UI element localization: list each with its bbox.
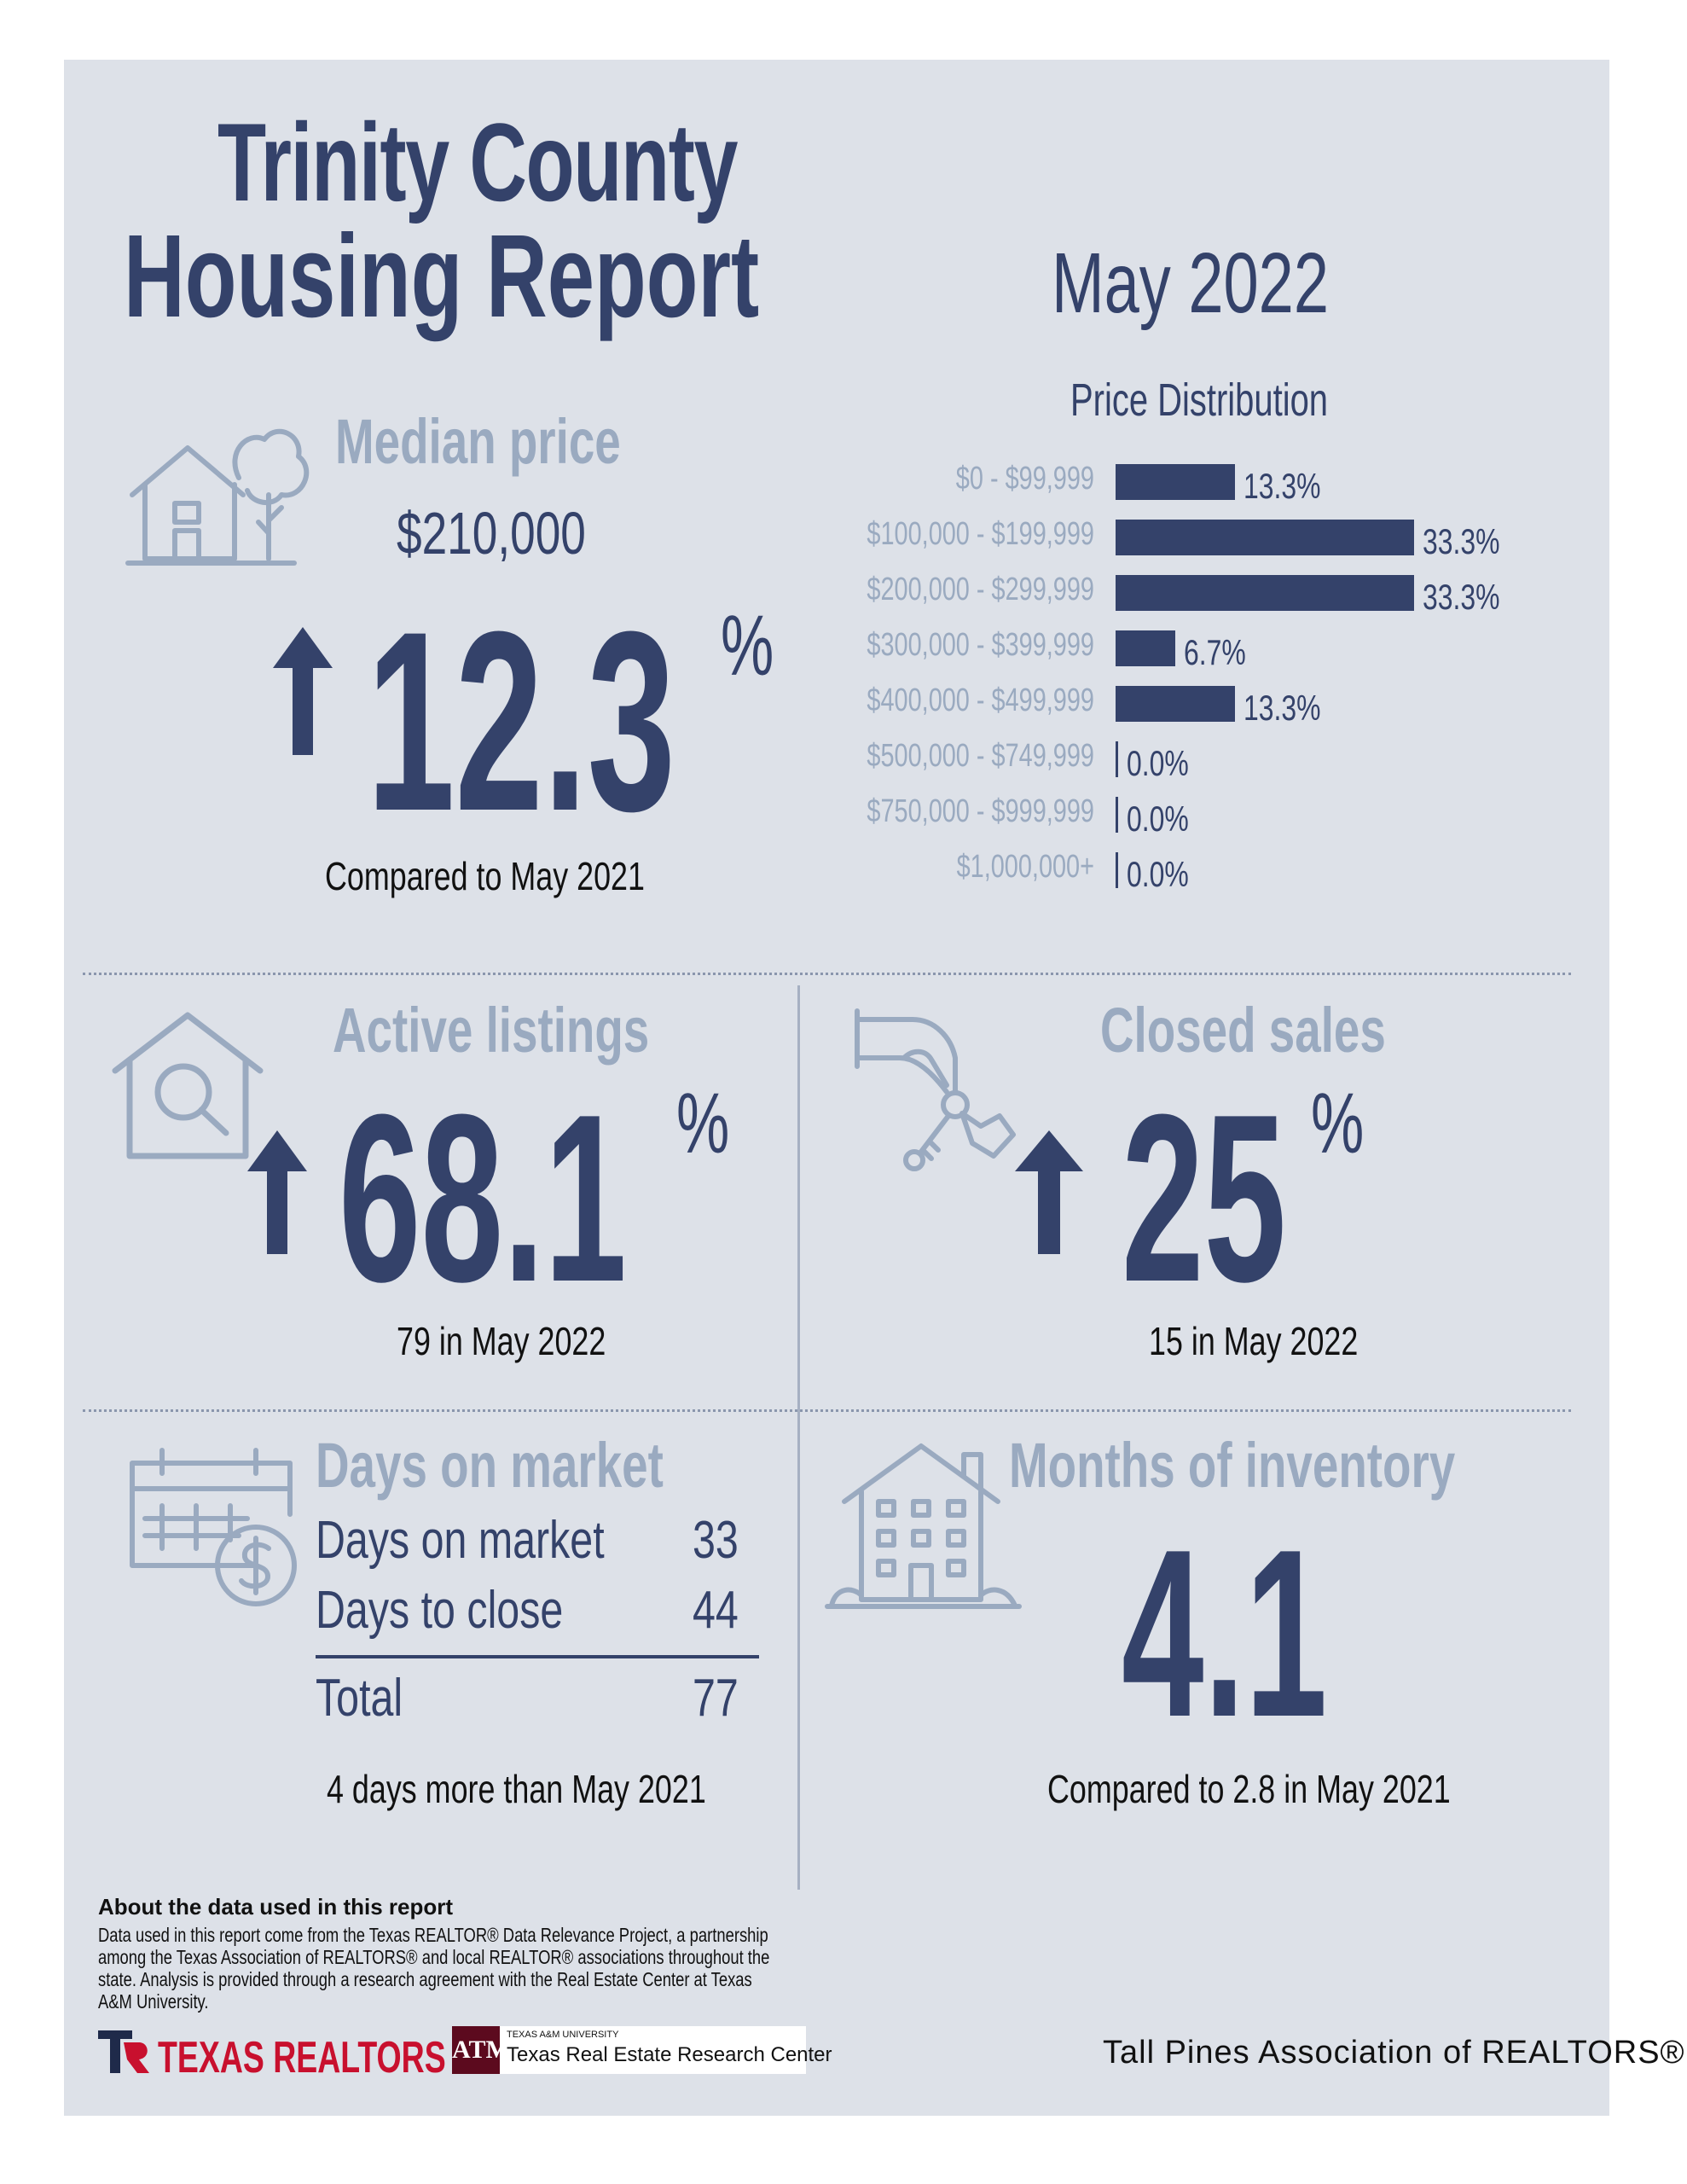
active-listings-change: 68.1 <box>339 1066 627 1332</box>
price-bar <box>1116 520 1414 555</box>
total-value: 77 <box>693 1669 739 1728</box>
closed-sales-label: Closed sales <box>1100 995 1386 1066</box>
dtc-row-label: Days to close <box>316 1581 564 1640</box>
about-body: Data used in this report come from the T… <box>98 1924 770 2013</box>
price-bar-label: $400,000 - $499,999 <box>867 682 1094 718</box>
texas-realtors-logo-text: TEXAS REALTORS <box>158 2033 446 2082</box>
price-bar-label: $0 - $99,999 <box>955 461 1094 497</box>
price-bar-row: $750,000 - $999,999 0.0% <box>64 793 1599 839</box>
tamu-logo-box: ATM TEXAS A&M UNIVERSITY Texas Real Esta… <box>452 2026 832 2074</box>
total-rule <box>316 1655 759 1658</box>
median-price-change: 12.3 <box>367 578 676 864</box>
price-bar-label: $500,000 - $749,999 <box>867 738 1094 774</box>
divider-top <box>83 973 1571 975</box>
tamu-small-text: TEXAS A&M UNIVERSITY <box>507 2030 619 2040</box>
price-bar-value: 0.0% <box>1127 743 1189 783</box>
price-bar-value: 13.3% <box>1243 466 1321 506</box>
title-county: Trinity County <box>217 100 738 224</box>
months-inventory-label: Months of inventory <box>1009 1430 1456 1501</box>
price-bar <box>1116 797 1118 833</box>
price-bar-value: 0.0% <box>1127 799 1189 839</box>
price-bar-row: $200,000 - $299,999 33.3% <box>64 572 1599 617</box>
arrow-up-icon <box>1015 1130 1083 1254</box>
tamu-logo-mark: ATM <box>452 2026 510 2074</box>
months-inventory-value: 4.1 <box>1122 1501 1328 1767</box>
active-listings-caption: 79 in May 2022 <box>397 1319 606 1363</box>
arrow-up-icon <box>247 1130 307 1254</box>
active-listings-label: Active listings <box>333 995 650 1066</box>
house-search-icon <box>112 1012 264 1159</box>
price-bar-value: 13.3% <box>1243 688 1321 728</box>
price-bar-row: $500,000 - $749,999 0.0% <box>64 738 1599 783</box>
about-title: About the data used in this report <box>98 1894 454 1920</box>
price-bar <box>1116 686 1235 722</box>
price-bar-label: $200,000 - $299,999 <box>867 572 1094 607</box>
total-label: Total <box>316 1669 403 1728</box>
calendar-dollar-icon <box>130 1448 297 1606</box>
median-price-pct-sign: % <box>721 598 774 694</box>
active-listings-pct-sign: % <box>676 1076 730 1171</box>
title-report: Housing Report <box>124 211 760 342</box>
median-price-label: Median price <box>335 406 621 477</box>
hand-key-icon <box>855 1008 1016 1171</box>
months-inventory-caption: Compared to 2.8 in May 2021 <box>1047 1767 1451 1811</box>
price-bar-value: 0.0% <box>1127 854 1189 894</box>
price-bar-row: $0 - $99,999 13.3% <box>64 461 1599 506</box>
texas-realtors-logo-mark <box>98 2030 149 2073</box>
price-bar-label: $750,000 - $999,999 <box>867 793 1094 829</box>
price-bar-label: $100,000 - $199,999 <box>867 516 1094 552</box>
price-bar-row: $300,000 - $399,999 6.7% <box>64 627 1599 672</box>
arrow-up-icon <box>273 627 333 755</box>
report-panel: Trinity County Housing Report May 2022 M… <box>64 60 1684 2116</box>
report-month: May 2022 <box>1052 235 1329 331</box>
price-bar-row: $400,000 - $499,999 13.3% <box>64 682 1599 728</box>
building-icon <box>825 1443 1022 1609</box>
price-bar <box>1116 575 1414 611</box>
tamu-text: Texas Real Estate Research Center <box>507 2043 832 2066</box>
dom-row-value: 33 <box>693 1511 739 1570</box>
price-bar-row: $100,000 - $199,999 33.3% <box>64 516 1599 561</box>
median-price-caption: Compared to May 2021 <box>325 854 645 898</box>
price-bar-label: $300,000 - $399,999 <box>867 627 1094 663</box>
divider-vertical <box>797 985 800 1890</box>
days-on-market-label: Days on market <box>316 1430 664 1501</box>
price-bar <box>1116 630 1176 666</box>
price-bar-value: 33.3% <box>1423 577 1500 617</box>
association-name: Tall Pines Association of REALTORS® <box>1103 2035 1685 2071</box>
closed-sales-pct-sign: % <box>1311 1076 1365 1171</box>
price-distribution-title: Price Distribution <box>1070 375 1329 426</box>
price-bar <box>1116 741 1118 777</box>
house-tree-icon <box>125 428 310 566</box>
median-price-value: $210,000 <box>397 500 586 566</box>
divider-middle <box>83 1409 1571 1412</box>
price-bar <box>1116 464 1235 500</box>
price-bar <box>1116 852 1118 888</box>
closed-sales-change: 25 <box>1122 1066 1287 1332</box>
dom-row-label: Days on market <box>316 1511 605 1570</box>
price-bar-row: $1,000,000+ 0.0% <box>64 849 1599 894</box>
price-bar-value: 6.7% <box>1184 632 1247 672</box>
days-on-market-caption: 4 days more than May 2021 <box>327 1767 706 1811</box>
closed-sales-caption: 15 in May 2022 <box>1149 1319 1359 1363</box>
price-bar-label: $1,000,000+ <box>956 849 1094 885</box>
price-bar-value: 33.3% <box>1423 521 1500 561</box>
dtc-row-value: 44 <box>693 1581 739 1640</box>
